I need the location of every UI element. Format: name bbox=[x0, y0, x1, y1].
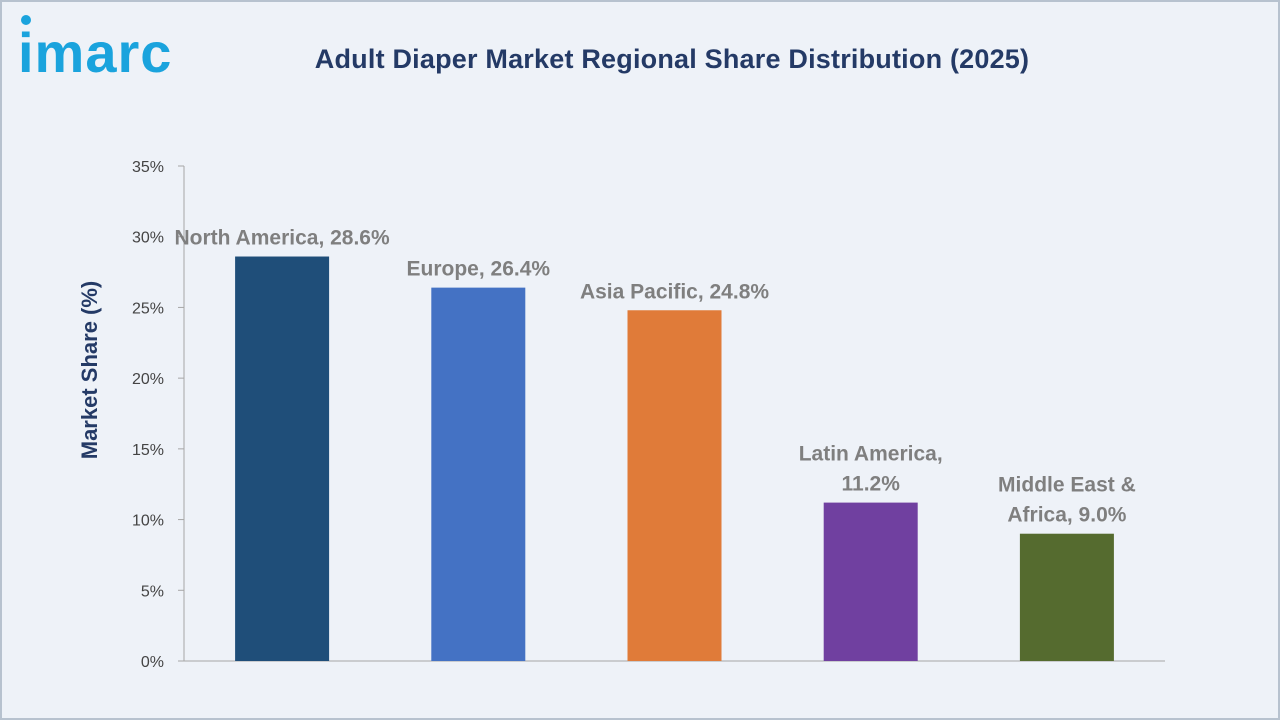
bar bbox=[823, 502, 918, 661]
y-tick-label: 5% bbox=[141, 583, 164, 600]
imarc-logo: imarc bbox=[18, 15, 172, 78]
data-label-line: 11.2% bbox=[842, 473, 901, 496]
data-label-line: Latin America, bbox=[799, 443, 943, 466]
data-label: Europe, 26.4% bbox=[407, 258, 551, 281]
y-tick-label: 25% bbox=[132, 300, 164, 317]
bar bbox=[431, 287, 526, 661]
y-tick-label: 15% bbox=[132, 442, 164, 459]
data-label-line: Asia Pacific, 24.8% bbox=[580, 280, 769, 303]
data-label-line: North America, 28.6% bbox=[175, 227, 390, 250]
data-labels: North America, 28.6% Europe, 26.4% Asia Pa… bbox=[175, 227, 1136, 527]
data-label: Latin America, 11.2% bbox=[799, 443, 943, 496]
y-axis-title: Market Share (%) bbox=[77, 281, 102, 460]
chart-title: Adult Diaper Market Regional Share Distr… bbox=[314, 44, 1030, 74]
data-label-line: Africa, 9.0% bbox=[1007, 504, 1126, 527]
data-label-line: Middle East & bbox=[998, 474, 1136, 497]
y-tick-label: 10% bbox=[132, 513, 164, 530]
bar bbox=[627, 310, 722, 661]
logo-wordmark: imarc bbox=[18, 21, 172, 78]
bar bbox=[235, 256, 330, 661]
data-label: North America, 28.6% bbox=[175, 227, 390, 250]
bar bbox=[1019, 533, 1114, 661]
y-tick-label: 35% bbox=[132, 159, 164, 176]
bars bbox=[235, 256, 1114, 661]
y-tick-label: 20% bbox=[132, 371, 164, 388]
y-tick-label: 0% bbox=[141, 654, 164, 671]
data-label: Asia Pacific, 24.8% bbox=[580, 280, 769, 303]
data-label-line: Europe, 26.4% bbox=[407, 258, 551, 281]
data-label: Middle East & Africa, 9.0% bbox=[998, 474, 1136, 527]
y-tick-label: 30% bbox=[132, 230, 164, 247]
